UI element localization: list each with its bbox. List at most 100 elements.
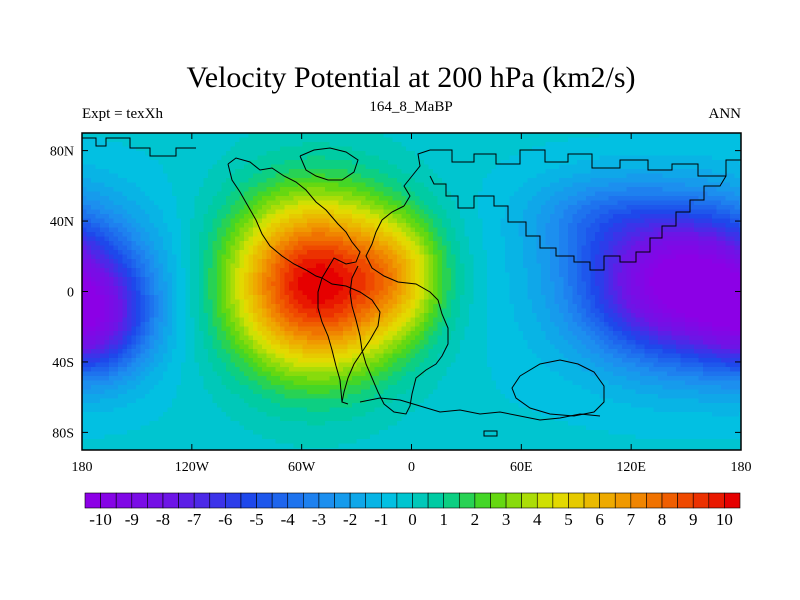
field-cell	[244, 173, 250, 179]
field-cell	[302, 155, 308, 161]
field-cell	[374, 259, 380, 265]
field-cell	[199, 173, 205, 179]
field-cell	[239, 277, 245, 283]
field-cell	[113, 223, 119, 229]
field-cell	[437, 241, 443, 247]
field-cell	[140, 236, 146, 242]
field-cell	[608, 236, 614, 242]
field-cell	[266, 200, 272, 206]
field-cell	[734, 232, 740, 238]
field-cell	[100, 209, 106, 215]
field-cell	[707, 218, 713, 224]
field-cell	[545, 178, 551, 184]
field-cell	[739, 254, 741, 260]
field-cell	[91, 133, 97, 139]
field-cell	[455, 178, 461, 184]
field-cell	[419, 164, 425, 170]
field-cell	[307, 250, 313, 256]
field-cell	[676, 160, 682, 166]
field-cell	[550, 236, 556, 242]
field-cell	[140, 146, 146, 152]
field-cell	[581, 155, 587, 161]
field-cell	[149, 187, 155, 193]
field-cell	[577, 137, 583, 143]
field-cell	[626, 196, 632, 202]
field-cell	[739, 169, 741, 175]
field-cell	[622, 164, 628, 170]
field-cell	[694, 178, 700, 184]
field-cell	[563, 160, 569, 166]
field-cell	[208, 173, 214, 179]
field-cell	[518, 191, 524, 197]
field-cell	[122, 196, 128, 202]
field-cell	[541, 232, 547, 238]
field-cell	[235, 232, 241, 238]
field-cell	[221, 218, 227, 224]
field-cell	[262, 191, 268, 197]
field-cell	[428, 268, 434, 274]
field-cell	[689, 160, 695, 166]
field-cell	[104, 236, 110, 242]
field-cell	[572, 137, 578, 143]
field-cell	[568, 223, 574, 229]
field-cell	[658, 164, 664, 170]
field-cell	[734, 160, 740, 166]
field-cell	[415, 187, 421, 193]
field-cell	[199, 277, 205, 283]
field-cell	[734, 223, 740, 229]
field-cell	[230, 272, 236, 278]
field-cell	[523, 164, 529, 170]
field-cell	[257, 146, 263, 152]
field-cell	[406, 142, 412, 148]
field-cell	[356, 173, 362, 179]
field-cell	[703, 254, 709, 260]
field-cell	[86, 277, 92, 283]
field-cell	[712, 151, 718, 157]
field-cell	[455, 214, 461, 220]
field-cell	[284, 214, 290, 220]
field-cell	[86, 133, 92, 139]
field-cell	[280, 232, 286, 238]
field-cell	[500, 209, 506, 215]
field-cell	[419, 227, 425, 233]
field-cell	[86, 169, 92, 175]
field-cell	[518, 214, 524, 220]
field-cell	[581, 268, 587, 274]
field-cell	[316, 205, 322, 211]
field-cell	[253, 137, 259, 143]
field-cell	[424, 133, 430, 139]
field-cell	[145, 137, 151, 143]
field-cell	[617, 232, 623, 238]
field-cell	[514, 281, 520, 287]
field-cell	[379, 182, 385, 188]
field-cell	[347, 178, 353, 184]
field-cell	[550, 209, 556, 215]
field-cell	[707, 205, 713, 211]
field-cell	[595, 259, 601, 265]
field-cell	[626, 263, 632, 269]
field-cell	[122, 232, 128, 238]
field-cell	[509, 272, 515, 278]
field-cell	[496, 191, 502, 197]
field-cell	[118, 259, 124, 265]
field-cell	[392, 137, 398, 143]
field-cell	[626, 164, 632, 170]
field-cell	[131, 196, 137, 202]
field-cell	[226, 268, 232, 274]
field-cell	[545, 164, 551, 170]
field-cell	[464, 263, 470, 269]
field-cell	[626, 232, 632, 238]
field-cell	[428, 259, 434, 265]
field-cell	[460, 250, 466, 256]
field-cell	[208, 164, 214, 170]
field-cell	[563, 191, 569, 197]
field-cell	[104, 164, 110, 170]
field-cell	[212, 227, 218, 233]
field-cell	[325, 196, 331, 202]
field-cell	[271, 178, 277, 184]
field-cell	[428, 146, 434, 152]
field-cell	[109, 259, 115, 265]
field-cell	[527, 218, 533, 224]
field-cell	[329, 196, 335, 202]
field-cell	[707, 236, 713, 242]
